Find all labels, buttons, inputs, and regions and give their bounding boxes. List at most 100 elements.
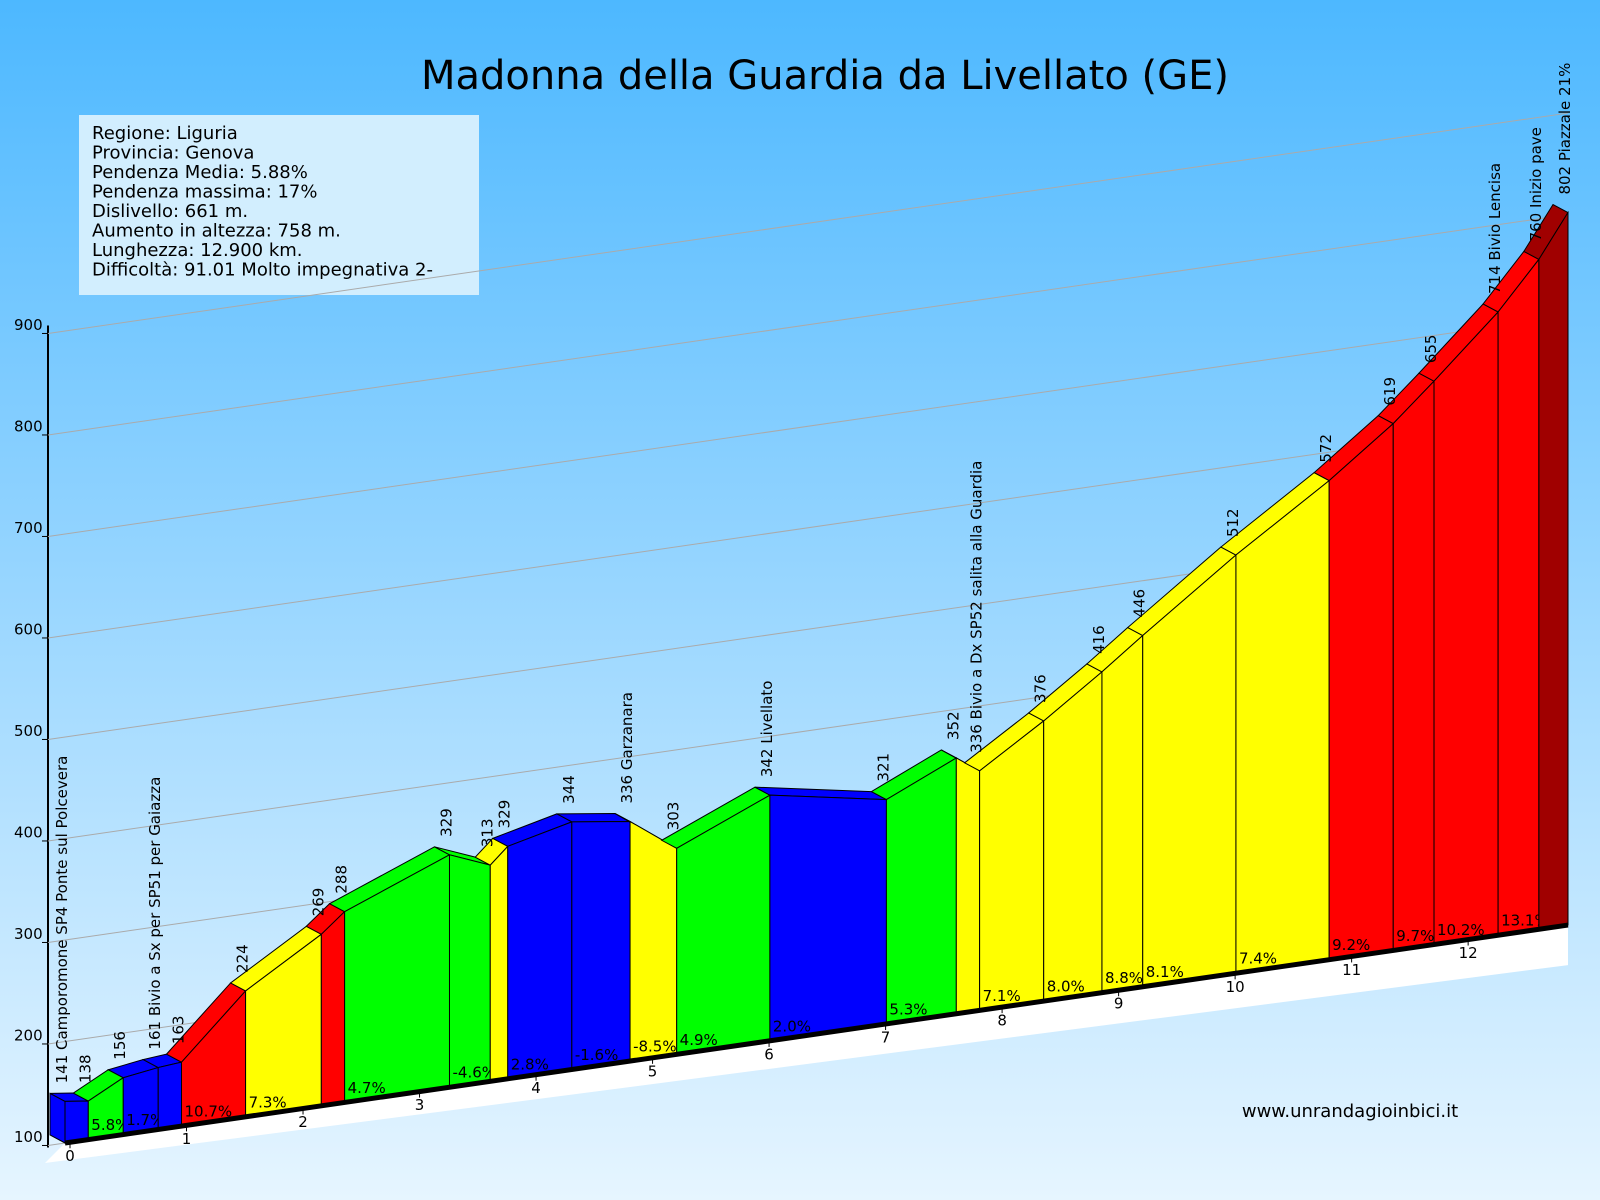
x-tick-label: 1 (182, 1130, 192, 1148)
x-tick-label: 6 (764, 1045, 774, 1063)
point-label: 376 (1032, 674, 1050, 703)
grade-label: 9.7% (1396, 927, 1434, 945)
grade-label: 7.1% (983, 987, 1021, 1005)
x-tick-label: 5 (648, 1062, 658, 1080)
grade-label: 2.0% (773, 1017, 811, 1035)
grade-label: 10.2% (1437, 921, 1485, 939)
point-label: 269 (309, 888, 327, 917)
info-line: Dislivello: 661 m. (92, 201, 248, 222)
x-axis (64, 922, 1569, 1146)
point-label: 329 (437, 808, 455, 837)
grade-label: 10.7% (185, 1103, 233, 1121)
point-label: 760 Inizio pave (1527, 127, 1545, 241)
y-tick-label: 400 (14, 823, 43, 841)
point-label: 655 (1422, 335, 1440, 364)
point-label: 802 Piazzale 21% (1556, 63, 1574, 195)
y-tick-label: 500 (14, 722, 43, 740)
info-line: Difficoltà: 91.01 Molto impegnativa 2- (92, 260, 433, 281)
point-label: 303 (665, 802, 683, 831)
point-label: 344 (560, 775, 578, 804)
point-label: 313 (478, 819, 496, 848)
segment (64, 1100, 89, 1144)
point-label: 342 Livellato (758, 681, 776, 778)
segment (1043, 670, 1103, 1002)
grade-label: 7.4% (1239, 950, 1277, 968)
point-label: 572 (1317, 434, 1335, 463)
segment (320, 910, 346, 1107)
grade-label: -1.6% (575, 1046, 619, 1064)
info-line: Pendenza Media: 5.88% (92, 162, 308, 183)
point-label: 329 (496, 800, 514, 829)
grade-label: 8.0% (1047, 978, 1085, 996)
segment (1101, 634, 1144, 994)
point-label: 714 Bivio Lencisa (1486, 163, 1504, 294)
x-tick-label: 0 (65, 1147, 75, 1165)
segment (489, 845, 509, 1082)
info-line: Pendenza massima: 17% (92, 182, 317, 203)
info-line: Regione: Liguria (92, 123, 238, 144)
point-label: 619 (1381, 377, 1399, 406)
point-label: 161 Bivio a Sx per SP51 per Gaiazza (146, 777, 164, 1050)
segment (1538, 210, 1569, 930)
grade-label: 5.3% (889, 1000, 927, 1018)
info-box (79, 115, 479, 295)
segment (979, 719, 1045, 1011)
grade-label: 4.9% (680, 1031, 718, 1049)
grid-line (47, 417, 1569, 639)
segment (1497, 257, 1540, 936)
chart-title: Madonna della Guardia da Livellato (GE) (421, 53, 1229, 99)
point-label: 163 (170, 1016, 188, 1045)
grade-label: 4.7% (348, 1079, 386, 1097)
point-label: 446 (1131, 589, 1149, 618)
segment (1392, 379, 1435, 951)
point-label: 336 Garzanara (618, 692, 636, 804)
grade-label: 9.2% (1332, 936, 1370, 954)
point-label: 138 (76, 1054, 94, 1083)
point-label: 336 Bivio a Dx SP52 salita alla Guardia (968, 461, 986, 753)
segment (885, 757, 957, 1025)
info-line: Lunghezza: 12.900 km. (92, 240, 303, 261)
point-label: 156 (111, 1031, 129, 1060)
x-tick-label: 9 (1114, 995, 1124, 1013)
y-tick-label: 700 (14, 519, 43, 537)
point-label: 321 (874, 753, 892, 782)
grade-label: 1.7% (126, 1111, 164, 1129)
y-tick-label: 300 (14, 925, 43, 943)
segment (571, 821, 631, 1071)
grade-label: -8.5% (633, 1038, 677, 1056)
segment (448, 854, 491, 1088)
grade-label: 5.8% (91, 1116, 129, 1134)
grade-label: 8.1% (1146, 963, 1184, 981)
grid-line (47, 214, 1569, 436)
info-line: Aumento in altezza: 758 m. (92, 221, 341, 242)
grid-line (47, 112, 1569, 334)
y-tick-label: 600 (14, 620, 43, 638)
y-tick-label: 100 (14, 1128, 43, 1146)
segment (769, 794, 887, 1042)
point-label: 512 (1224, 508, 1242, 537)
x-tick-label: 10 (1226, 978, 1245, 996)
grade-label: 7.3% (249, 1093, 287, 1111)
grade-label: -4.6% (452, 1064, 496, 1082)
segment (629, 820, 678, 1062)
info-line: Provincia: Genova (92, 143, 254, 164)
x-tick-label: 7 (881, 1029, 891, 1047)
segment (955, 757, 981, 1015)
point-label: 416 (1090, 625, 1108, 654)
x-tick-label: 3 (415, 1096, 425, 1114)
y-tick-label: 800 (14, 417, 43, 435)
segment-side (49, 1092, 66, 1144)
point-label: 224 (234, 944, 252, 973)
segment (1328, 422, 1394, 961)
grade-label: 2.8% (511, 1055, 549, 1073)
x-tick-label: 11 (1342, 961, 1361, 979)
segment (1433, 310, 1499, 946)
segment (157, 1061, 183, 1131)
x-tick-label: 8 (997, 1012, 1007, 1030)
x-tick-label: 2 (298, 1113, 308, 1131)
segment (1235, 479, 1330, 974)
y-tick-label: 200 (14, 1026, 43, 1044)
grade-label: 13.1% (1501, 912, 1549, 930)
x-tick-label: 4 (531, 1079, 541, 1097)
